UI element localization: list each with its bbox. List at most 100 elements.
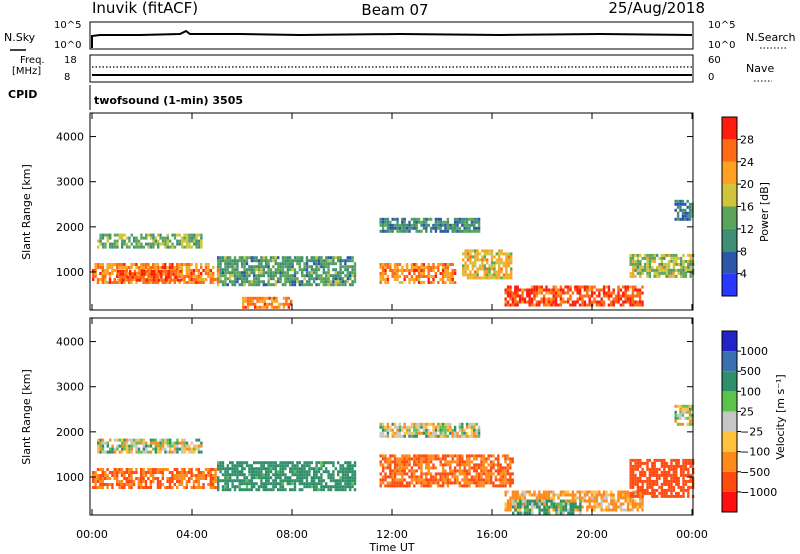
power-cell-3 — [339, 271, 342, 275]
velocity-cell-1 — [154, 471, 157, 474]
velocity-cell-1 — [147, 468, 150, 471]
power-cell-2 — [162, 278, 165, 282]
velocity-cell-1 — [156, 477, 160, 480]
velocity-cell-6 — [550, 505, 553, 509]
velocity-cell-5 — [631, 505, 635, 509]
power-cell-6 — [453, 223, 457, 227]
power-cell-5 — [420, 263, 423, 266]
power-cell-8 — [562, 300, 565, 304]
velocity-cell-2 — [262, 464, 265, 468]
power-cell-3 — [353, 280, 357, 284]
power-cell-8 — [607, 303, 611, 307]
velocity-cell-4 — [480, 484, 483, 488]
velocity-cell-4 — [475, 484, 478, 488]
velocity-cell-0 — [97, 438, 100, 442]
velocity-cell-4 — [432, 454, 435, 458]
power-cell-0 — [121, 233, 124, 237]
power-cell-5 — [420, 272, 423, 275]
velocity-cell-3 — [422, 422, 426, 426]
velocity-cell-2 — [325, 470, 328, 474]
power-cell-5 — [422, 266, 426, 269]
power-cell-3 — [310, 277, 313, 281]
x-tick-label: 20:00 — [576, 528, 608, 541]
power-cell-9 — [667, 271, 671, 275]
velocity-cell-4 — [444, 472, 447, 476]
velocity-cell-4 — [473, 463, 476, 467]
power-cell-8 — [605, 285, 608, 289]
velocity-cell-7 — [672, 488, 676, 492]
power-cell-3 — [310, 259, 313, 263]
power-cell-6 — [451, 226, 454, 230]
velocity-cell-7 — [677, 482, 680, 486]
power-cell-6 — [417, 217, 421, 221]
power-cell-8 — [595, 303, 599, 307]
power-cell-6 — [422, 220, 426, 224]
power-cell-7 — [498, 255, 501, 259]
power-cell-0 — [185, 236, 189, 240]
power-cell-10 — [676, 211, 680, 215]
power-cell-10 — [674, 208, 677, 212]
power-cell-8 — [569, 303, 572, 307]
velocity-cell-1 — [94, 483, 97, 486]
power-cell-8 — [538, 291, 541, 295]
power-cell-7 — [471, 264, 474, 268]
velocity-cell-4 — [489, 466, 493, 470]
power-cell-3 — [245, 262, 249, 266]
power-cell-3 — [272, 256, 275, 260]
velocity-cell-4 — [444, 454, 447, 458]
velocity-cell-2 — [313, 482, 316, 486]
power-cell-9 — [651, 253, 654, 257]
velocity-cell-5 — [540, 493, 543, 497]
power-cell-7 — [469, 255, 472, 259]
velocity-cell-2 — [293, 482, 297, 486]
power-cell-1 — [125, 269, 128, 272]
power-cell-1 — [178, 275, 181, 278]
power-cell-3 — [221, 283, 225, 287]
velocity-cell-7 — [682, 470, 685, 474]
velocity-cell-4 — [456, 463, 459, 467]
power-cell-10 — [686, 211, 689, 215]
power-cell-6 — [470, 223, 474, 227]
velocity-cell-4 — [393, 454, 397, 458]
power-cell-8 — [528, 297, 531, 301]
velocity-cell-7 — [629, 476, 632, 480]
velocity-cell-4 — [389, 475, 392, 479]
velocity-cell-3 — [444, 434, 447, 438]
velocity-cell-4 — [408, 463, 411, 467]
power-cell-3 — [269, 271, 273, 275]
velocity-cell-0 — [171, 450, 174, 454]
power-cell-3 — [250, 268, 253, 272]
power-cell-8 — [545, 285, 548, 289]
velocity-cell-2 — [253, 485, 256, 489]
power-cell-8 — [545, 291, 548, 295]
velocity-cell-2 — [281, 485, 285, 489]
power-cell-1 — [104, 275, 107, 278]
power-cell-3 — [245, 256, 249, 260]
power-cell-3 — [315, 271, 318, 275]
velocity-cell-1 — [154, 477, 157, 480]
velocity-cell-2 — [243, 473, 246, 477]
velocity-cell-0 — [164, 447, 167, 451]
power-cell-3 — [341, 259, 345, 263]
power-cell-1 — [195, 275, 198, 278]
power-cell-1 — [168, 263, 172, 266]
velocity-cell-7 — [648, 458, 652, 462]
velocity-cell-5 — [564, 493, 567, 497]
power-cell-3 — [284, 271, 287, 275]
velocity-cell-4 — [393, 478, 397, 482]
velocity-cell-4 — [429, 484, 433, 488]
power-cell-5 — [381, 263, 385, 266]
power-cell-8 — [602, 291, 606, 295]
power-cell-8 — [598, 300, 601, 304]
velocity-cell-2 — [308, 470, 311, 474]
power-cell-7 — [483, 255, 486, 259]
power-cell-8 — [509, 303, 512, 307]
power-cell-8 — [550, 297, 553, 301]
power-colorbar-swatch — [722, 206, 737, 229]
velocity-cell-5 — [542, 493, 546, 497]
velocity-cell-2 — [224, 473, 227, 477]
velocity-cell-1 — [104, 483, 107, 486]
power-cell-6 — [439, 220, 442, 224]
velocity-cell-4 — [434, 475, 438, 479]
power-cell-8 — [569, 288, 572, 292]
